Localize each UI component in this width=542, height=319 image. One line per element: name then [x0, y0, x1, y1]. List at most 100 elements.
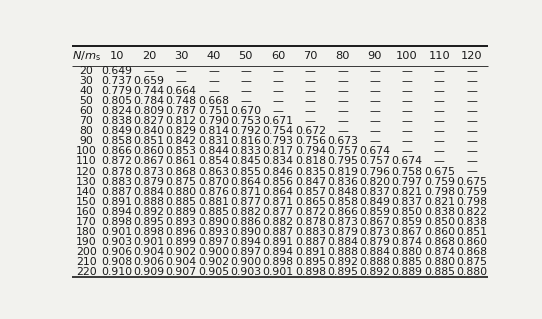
- Text: 0.880: 0.880: [391, 247, 423, 257]
- Text: 0.864: 0.864: [262, 187, 294, 197]
- Text: 0.900: 0.900: [198, 247, 229, 257]
- Text: 0.864: 0.864: [230, 177, 261, 187]
- Text: —: —: [305, 116, 316, 126]
- Text: —: —: [466, 106, 477, 116]
- Text: 0.860: 0.860: [456, 237, 487, 247]
- Text: 0.668: 0.668: [198, 96, 229, 106]
- Text: —: —: [434, 116, 445, 126]
- Text: 0.885: 0.885: [166, 197, 197, 207]
- Text: 210: 210: [76, 257, 96, 267]
- Text: 0.748: 0.748: [166, 96, 197, 106]
- Text: 0.873: 0.873: [327, 217, 358, 227]
- Text: 0.798: 0.798: [456, 197, 487, 207]
- Text: —: —: [240, 96, 251, 106]
- Text: 0.759: 0.759: [424, 177, 455, 187]
- Text: 0.873: 0.873: [133, 167, 164, 176]
- Text: 0.891: 0.891: [101, 197, 132, 207]
- Text: 0.792: 0.792: [230, 126, 261, 136]
- Text: 0.877: 0.877: [262, 207, 294, 217]
- Text: —: —: [434, 96, 445, 106]
- Text: 0.892: 0.892: [133, 207, 164, 217]
- Text: 0.848: 0.848: [327, 187, 358, 197]
- Text: 0.797: 0.797: [392, 177, 423, 187]
- Text: —: —: [370, 136, 380, 146]
- Text: 0.867: 0.867: [392, 227, 423, 237]
- Text: 0.793: 0.793: [262, 136, 294, 146]
- Text: —: —: [273, 96, 283, 106]
- Text: 0.908: 0.908: [101, 257, 132, 267]
- Text: 0.744: 0.744: [133, 86, 164, 96]
- Text: 190: 190: [76, 237, 96, 247]
- Text: 0.836: 0.836: [327, 177, 358, 187]
- Text: —: —: [240, 86, 251, 96]
- Text: 100: 100: [396, 51, 418, 61]
- Text: 0.757: 0.757: [327, 146, 358, 156]
- Text: 0.812: 0.812: [166, 116, 197, 126]
- Text: 0.871: 0.871: [230, 187, 261, 197]
- Text: —: —: [208, 66, 219, 76]
- Text: 110: 110: [76, 156, 96, 167]
- Text: 0.798: 0.798: [424, 187, 455, 197]
- Text: 0.759: 0.759: [456, 187, 487, 197]
- Text: 30: 30: [79, 76, 93, 86]
- Text: —: —: [466, 96, 477, 106]
- Text: 0.904: 0.904: [133, 247, 164, 257]
- Text: 60: 60: [271, 51, 285, 61]
- Text: 110: 110: [429, 51, 450, 61]
- Text: 0.879: 0.879: [359, 237, 390, 247]
- Text: 0.893: 0.893: [198, 227, 229, 237]
- Text: 0.893: 0.893: [166, 217, 197, 227]
- Text: —: —: [402, 106, 412, 116]
- Text: —: —: [466, 146, 477, 156]
- Text: 0.901: 0.901: [101, 227, 132, 237]
- Text: 0.880: 0.880: [166, 187, 197, 197]
- Text: 0.898: 0.898: [262, 257, 294, 267]
- Text: 0.901: 0.901: [133, 237, 164, 247]
- Text: 0.758: 0.758: [392, 167, 423, 176]
- Text: 0.737: 0.737: [101, 76, 132, 86]
- Text: 0.833: 0.833: [230, 146, 261, 156]
- Text: 0.892: 0.892: [327, 257, 358, 267]
- Text: 0.784: 0.784: [133, 96, 164, 106]
- Text: 10: 10: [109, 51, 124, 61]
- Text: 0.880: 0.880: [456, 267, 487, 277]
- Text: 20: 20: [142, 51, 156, 61]
- Text: 90: 90: [79, 136, 93, 146]
- Text: —: —: [176, 76, 186, 86]
- Text: —: —: [402, 76, 412, 86]
- Text: 0.906: 0.906: [101, 247, 132, 257]
- Text: 0.874: 0.874: [424, 247, 455, 257]
- Text: —: —: [434, 156, 445, 167]
- Text: 0.672: 0.672: [295, 126, 326, 136]
- Text: 0.900: 0.900: [230, 257, 261, 267]
- Text: 0.756: 0.756: [295, 136, 326, 146]
- Text: 0.787: 0.787: [166, 106, 197, 116]
- Text: 0.846: 0.846: [262, 167, 294, 176]
- Text: 0.896: 0.896: [166, 227, 197, 237]
- Text: 50: 50: [79, 96, 93, 106]
- Text: 0.757: 0.757: [359, 156, 390, 167]
- Text: 0.847: 0.847: [295, 177, 326, 187]
- Text: —: —: [402, 126, 412, 136]
- Text: 0.674: 0.674: [392, 156, 423, 167]
- Text: 0.838: 0.838: [456, 217, 487, 227]
- Text: 160: 160: [76, 207, 96, 217]
- Text: —: —: [434, 106, 445, 116]
- Text: 0.805: 0.805: [101, 96, 132, 106]
- Text: —: —: [370, 126, 380, 136]
- Text: 0.868: 0.868: [424, 237, 455, 247]
- Text: 0.866: 0.866: [101, 146, 132, 156]
- Text: —: —: [240, 76, 251, 86]
- Text: —: —: [305, 66, 316, 76]
- Text: 0.790: 0.790: [198, 116, 229, 126]
- Text: 0.858: 0.858: [101, 136, 132, 146]
- Text: 0.887: 0.887: [262, 227, 294, 237]
- Text: 0.753: 0.753: [230, 116, 261, 126]
- Text: 0.856: 0.856: [262, 177, 294, 187]
- Text: —: —: [466, 167, 477, 176]
- Text: 130: 130: [76, 177, 96, 187]
- Text: 0.820: 0.820: [359, 177, 390, 187]
- Text: 0.897: 0.897: [230, 247, 261, 257]
- Text: 0.850: 0.850: [424, 217, 455, 227]
- Text: 0.888: 0.888: [359, 257, 390, 267]
